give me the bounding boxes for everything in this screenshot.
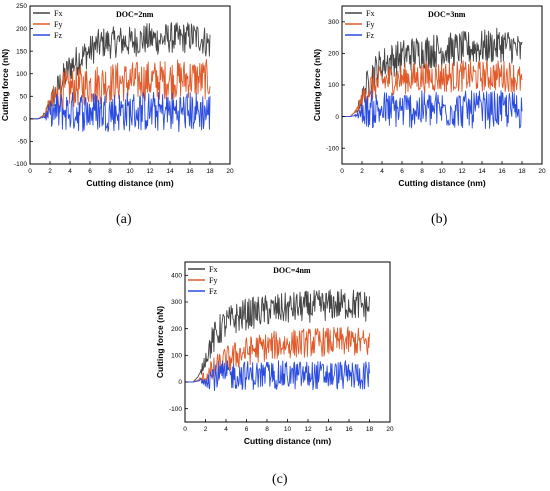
y-tick-label: 100	[328, 82, 339, 89]
x-tick-label: 6	[245, 426, 249, 433]
legend-label-fx: Fx	[209, 265, 217, 274]
y-tick-label: 250	[16, 3, 27, 10]
x-tick-label: 16	[345, 426, 353, 433]
x-tick-label: 8	[265, 426, 269, 433]
legend: Fx Fy Fz	[33, 9, 62, 40]
x-tick-label: 16	[186, 168, 194, 175]
y-tick-label: 300	[328, 19, 339, 26]
x-tick-label: 6	[400, 168, 404, 175]
series-fz-line	[185, 360, 370, 392]
x-tick-label: 0	[28, 168, 32, 175]
legend-label-fz: Fz	[54, 31, 62, 40]
x-tick-label: 4	[380, 168, 384, 175]
x-tick-label: 2	[48, 168, 52, 175]
y-axis-label: Cutting force (nN)	[0, 49, 10, 121]
x-tick-label: 0	[340, 168, 344, 175]
x-tick-label: 8	[420, 168, 424, 175]
series-fy-line	[342, 60, 523, 118]
x-tick-label: 12	[304, 426, 312, 433]
legend-label-fy: Fy	[209, 276, 217, 285]
x-tick-label: 4	[68, 168, 72, 175]
plot-area	[342, 27, 523, 129]
x-axis-label: Cutting distance (nm)	[86, 178, 174, 188]
y-tick-label: -100	[169, 406, 182, 413]
x-tick-label: 0	[183, 426, 187, 433]
x-tick-label: 4	[224, 426, 228, 433]
y-tick-label: 200	[16, 26, 27, 33]
x-tick-label: 10	[284, 426, 292, 433]
x-tick-label: 12	[146, 168, 154, 175]
x-axis-label: Cutting distance (nm)	[244, 436, 332, 446]
y-tick-label: 50	[20, 93, 28, 100]
y-tick-label: 0	[23, 116, 27, 123]
x-tick-label: 2	[204, 426, 208, 433]
x-tick-label: 18	[518, 168, 526, 175]
panel-label-b: (b)	[431, 212, 448, 227]
chart-2: 0 2 4 6 8 10 12 14 16 18 20 -100 0 100 200 300 Cutting d…	[312, 5, 546, 188]
legend-label-fx: Fx	[54, 9, 62, 18]
x-tick-label: 18	[366, 426, 374, 433]
x-tick-label: 8	[108, 168, 112, 175]
panel-label-c: (c)	[272, 472, 288, 487]
y-tick-label: 300	[171, 299, 182, 306]
chart-1: 0 2 4 6 8 10 12 14 16 18 20 -100 -50 0 50 100 150 200 250 C…	[0, 3, 234, 188]
y-tick-label: 100	[171, 353, 182, 360]
series-fx-line	[185, 289, 370, 383]
y-tick-label: 100	[16, 71, 27, 78]
x-tick-label: 6	[88, 168, 92, 175]
chart-3: 0 2 4 6 8 10 12 14 16 18 20 -100 0 100 200 300 400 Cuttin…	[155, 261, 394, 446]
x-tick-label: 16	[498, 168, 506, 175]
y-axis-label: Cutting force (nN)	[312, 49, 322, 121]
x-tick-label: 20	[538, 168, 546, 175]
legend-label-fz: Fz	[366, 31, 374, 40]
legend-label-fx: Fx	[366, 9, 374, 18]
legend-label-fy: Fy	[366, 20, 374, 29]
y-tick-label: 150	[16, 48, 27, 55]
series-fz-line	[342, 90, 523, 129]
x-tick-label: 12	[458, 168, 466, 175]
x-tick-label: 10	[126, 168, 134, 175]
y-tick-label: -100	[326, 145, 339, 152]
series-fx-line	[30, 22, 211, 120]
x-axis-label: Cutting distance (nm)	[398, 178, 486, 188]
y-tick-label: 200	[171, 326, 182, 333]
plot-area	[185, 289, 370, 392]
legend: Fx Fy Fz	[188, 265, 217, 296]
x-tick-label: 14	[478, 168, 486, 175]
y-axis-label: Cutting force (nN)	[155, 306, 165, 378]
chart-title: DOC=2nm	[116, 10, 154, 19]
x-tick-label: 14	[325, 426, 333, 433]
chart-title: DOC=3nm	[428, 10, 466, 19]
plot-area	[30, 22, 211, 133]
y-tick-label: 0	[178, 379, 182, 386]
chart-title: DOC=4nm	[273, 266, 311, 275]
panel-label-a: (a)	[116, 212, 132, 227]
legend-label-fy: Fy	[54, 20, 62, 29]
x-tick-label: 18	[206, 168, 214, 175]
legend-label-fz: Fz	[209, 287, 217, 296]
y-tick-label: -100	[14, 161, 27, 168]
y-tick-label: -50	[18, 139, 28, 146]
x-tick-label: 20	[226, 168, 234, 175]
x-tick-label: 14	[166, 168, 174, 175]
y-tick-label: 0	[335, 114, 339, 121]
x-tick-label: 10	[438, 168, 446, 175]
x-tick-label: 2	[360, 168, 364, 175]
legend: Fx Fy Fz	[345, 9, 374, 40]
x-tick-label: 20	[386, 426, 394, 433]
y-tick-label: 200	[328, 51, 339, 58]
series-fz-line	[30, 91, 211, 133]
y-tick-label: 400	[171, 273, 182, 280]
